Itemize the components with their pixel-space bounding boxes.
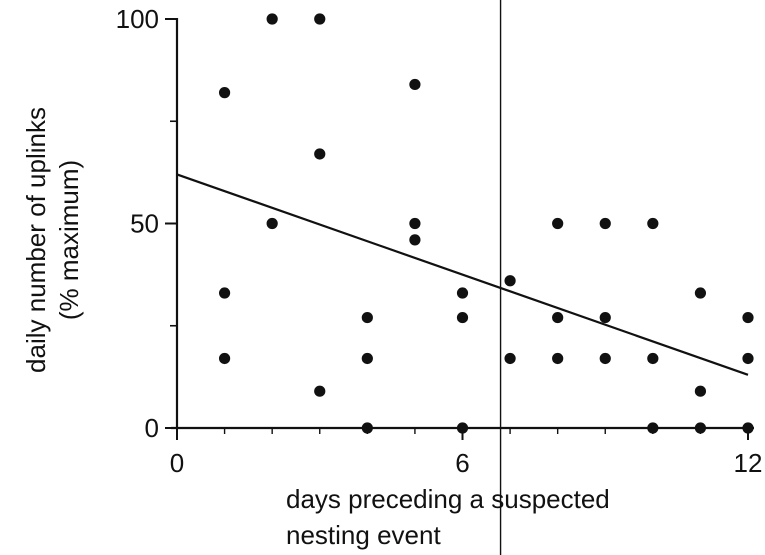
data-point	[218, 87, 231, 99]
data-point	[266, 13, 278, 25]
data-point	[694, 385, 707, 397]
data-point	[456, 311, 469, 324]
data-point	[361, 422, 373, 434]
data-point	[361, 311, 373, 324]
data-point	[647, 422, 659, 434]
data-point	[218, 287, 231, 299]
y-tick-label: 0	[145, 413, 159, 443]
data-point	[409, 234, 421, 246]
data-point	[552, 217, 564, 230]
data-point	[742, 422, 754, 434]
trend-line	[176, 173, 749, 376]
y-axis-title-line-2: (% maximum)	[54, 160, 84, 320]
y-tick-labels: 0 50 100	[116, 4, 159, 443]
data-point	[742, 352, 754, 365]
y-tick-label: 50	[130, 209, 159, 239]
data-point	[456, 422, 469, 434]
x-tick-label: 0	[170, 448, 184, 478]
data-point	[314, 13, 326, 25]
axes	[165, 18, 754, 440]
data-point	[314, 148, 326, 160]
data-point	[504, 275, 516, 287]
data-point	[552, 311, 564, 324]
data-point	[266, 217, 278, 230]
data-point	[694, 422, 707, 434]
y-tick-label: 100	[116, 4, 159, 34]
data-point	[552, 352, 564, 365]
data-point	[647, 352, 659, 365]
data-point	[409, 78, 421, 91]
data-point	[504, 352, 516, 365]
data-points	[218, 13, 754, 434]
data-point	[314, 385, 326, 397]
data-point	[694, 287, 707, 299]
data-point	[599, 311, 611, 324]
data-point	[647, 217, 659, 230]
data-point	[599, 352, 611, 365]
x-tick-label: 12	[734, 448, 763, 478]
data-point	[218, 352, 231, 365]
x-axis-title-line-1: days preceding a suspected	[286, 484, 610, 514]
data-point	[361, 352, 373, 365]
data-point	[599, 217, 611, 230]
x-axis-title-line-2: nesting event	[286, 520, 441, 550]
x-tick-labels: 0 6 12	[170, 448, 763, 478]
x-tick-label: 6	[455, 448, 469, 478]
data-point	[456, 287, 469, 299]
data-point	[409, 217, 421, 230]
y-axis-title-line-1: daily number of uplinks	[21, 107, 51, 373]
data-point	[742, 311, 754, 324]
